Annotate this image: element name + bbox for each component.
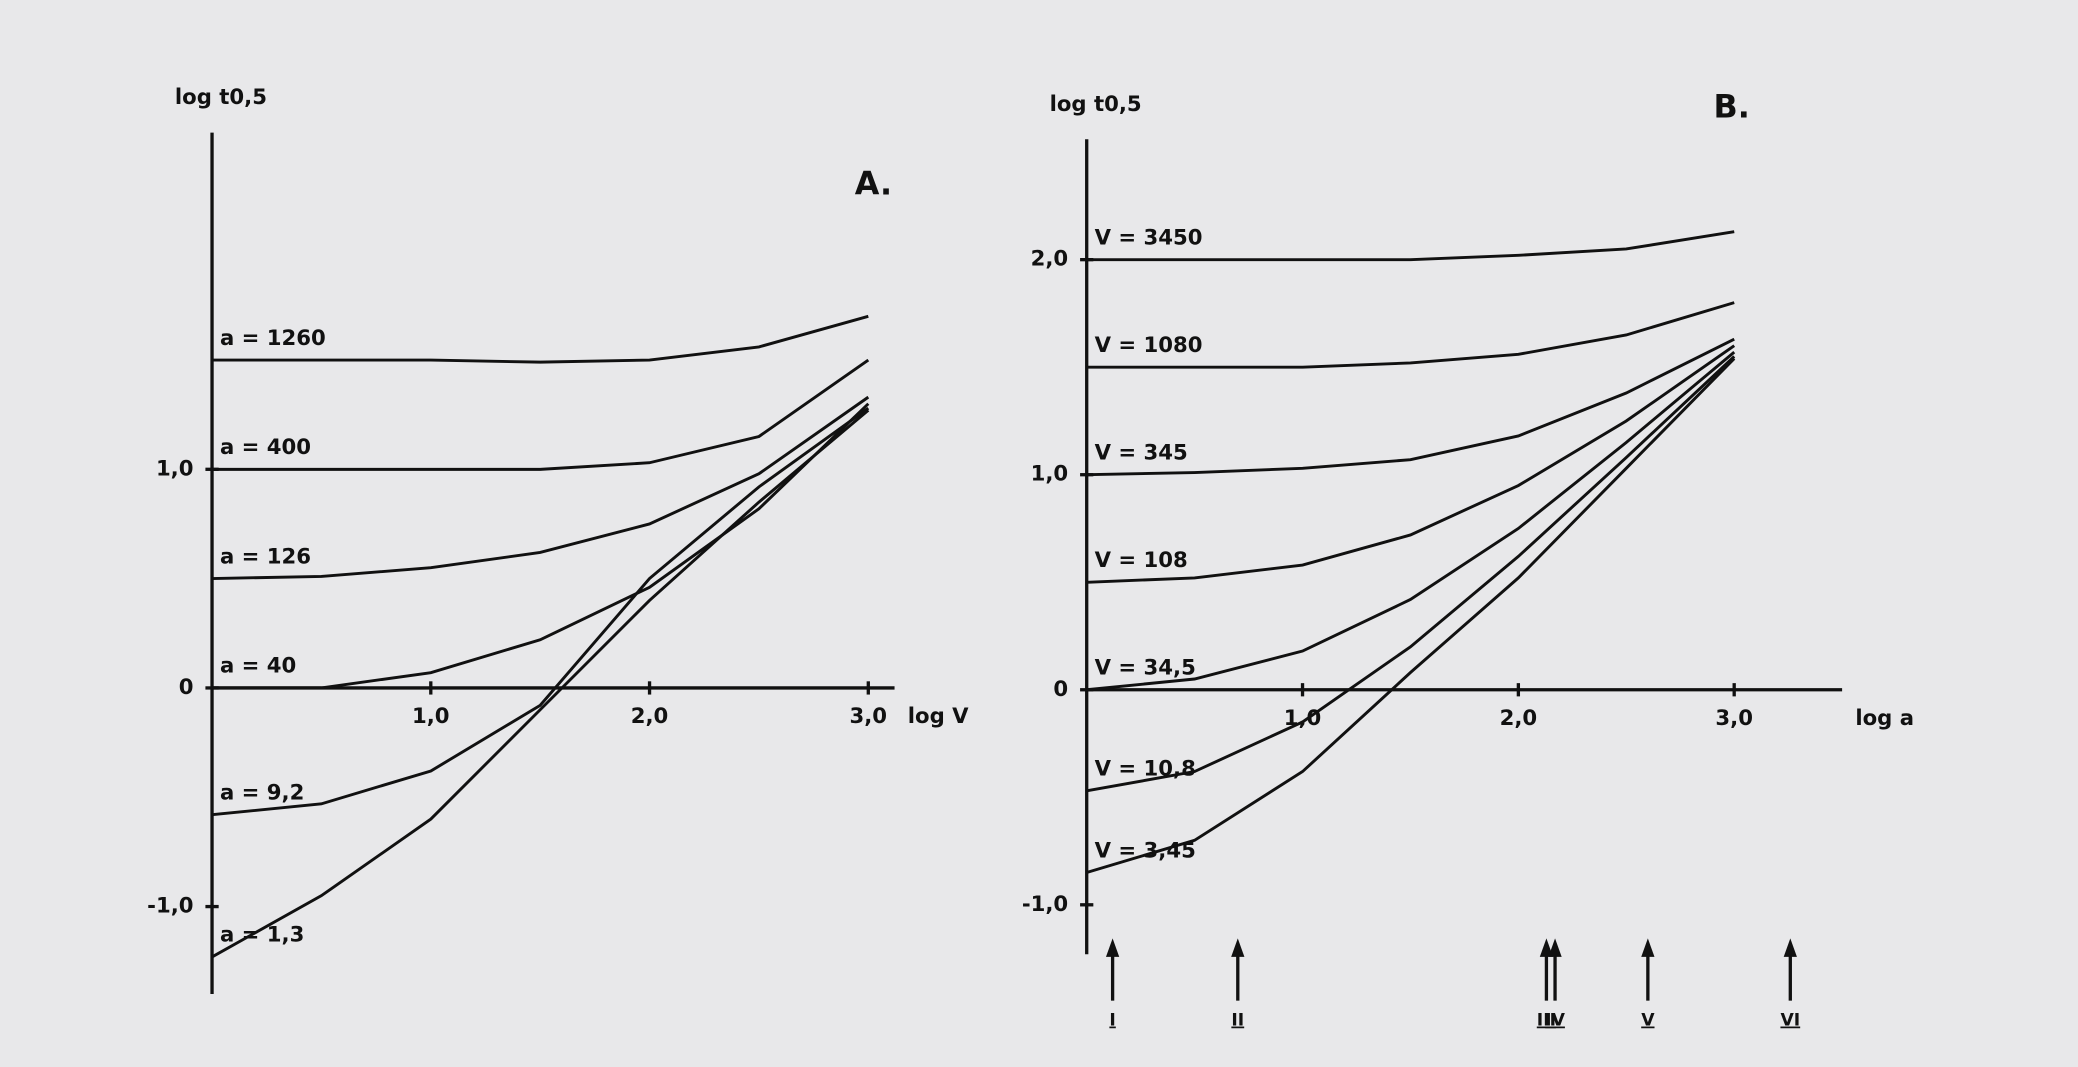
marker-label: III — [1537, 1011, 1556, 1031]
y-tick-label: 2,0 — [1031, 246, 1069, 271]
curve-label: V = 3,45 — [1095, 837, 1196, 862]
curve-label: a = 1,3 — [220, 922, 304, 947]
x-tick-label: 3,0 — [1715, 705, 1753, 730]
curve — [1086, 301, 1735, 369]
curve-label: a = 9,2 — [220, 780, 304, 805]
curve-label: a = 1260 — [220, 325, 326, 350]
chart-title: B. — [1714, 89, 1750, 126]
marker-label: II — [1231, 1011, 1244, 1031]
curve — [1086, 337, 1735, 477]
x-tick-label: 1,0 — [412, 703, 450, 728]
curve — [211, 409, 870, 959]
marker-arrowhead — [1539, 938, 1554, 957]
curve-label: a = 400 — [220, 434, 311, 459]
curve-label: V = 108 — [1095, 547, 1188, 572]
marker-arrowhead — [1783, 938, 1797, 957]
curve — [212, 395, 870, 581]
y-tick-label: 1,0 — [1031, 461, 1069, 486]
curve-label: V = 1080 — [1095, 332, 1203, 357]
marker-label: IV — [1545, 1011, 1565, 1031]
curve — [1086, 357, 1736, 874]
y-tick-label: 1,0 — [156, 455, 194, 480]
curve — [211, 406, 870, 817]
curve — [212, 358, 870, 471]
marker-label: V — [1641, 1011, 1655, 1031]
y-tick-label: -1,0 — [147, 893, 193, 918]
marker-label: VI — [1780, 1011, 1800, 1031]
curve — [1086, 355, 1736, 793]
y-axis-label: log t0,5 — [175, 84, 267, 109]
marker-arrowhead — [1548, 938, 1562, 957]
y-tick-label: 0 — [1053, 676, 1068, 701]
marker-arrowhead — [1231, 938, 1245, 957]
x-axis-label: log a — [1855, 705, 1914, 730]
x-tick-label: 3,0 — [850, 703, 888, 728]
marker-label: I — [1109, 1011, 1115, 1031]
curve — [1086, 344, 1736, 584]
curve-label: V = 345 — [1095, 440, 1188, 465]
curve-label: a = 126 — [220, 543, 311, 568]
x-tick-label: 2,0 — [631, 703, 669, 728]
curve — [1086, 350, 1736, 692]
curve — [212, 314, 869, 364]
curve-label: V = 3450 — [1095, 224, 1203, 249]
x-tick-label: 1,0 — [1284, 705, 1322, 730]
y-tick-label: 0 — [179, 674, 194, 699]
chart-title: A. — [855, 166, 892, 203]
curve-label: a = 40 — [220, 653, 296, 678]
curve — [212, 402, 870, 690]
y-tick-label: -1,0 — [1022, 891, 1068, 916]
curve-label: V = 34,5 — [1095, 655, 1196, 680]
marker-arrowhead — [1641, 938, 1655, 957]
y-axis-label: log t0,5 — [1050, 91, 1142, 116]
x-axis-label: log V — [908, 703, 969, 728]
marker-arrowhead — [1105, 938, 1120, 957]
curve-label: V = 10,8 — [1095, 756, 1196, 781]
curve — [1086, 230, 1735, 262]
x-tick-label: 2,0 — [1500, 705, 1538, 730]
